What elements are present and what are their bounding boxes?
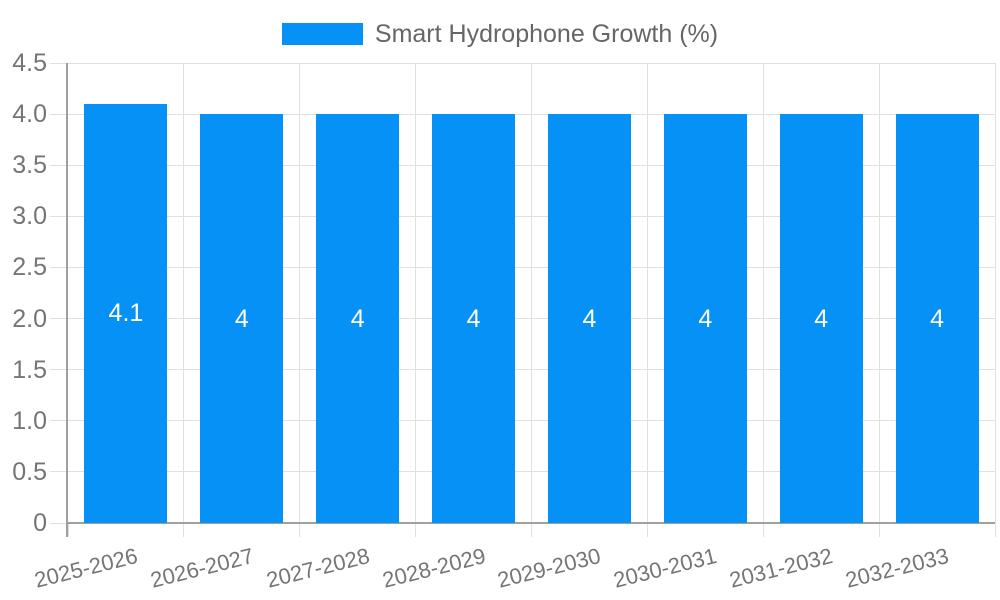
x-gridline: [415, 63, 417, 523]
bar[interactable]: 4: [432, 114, 516, 523]
bar[interactable]: 4: [316, 114, 400, 523]
x-axis-line: [68, 522, 995, 524]
y-axis-tick-label: 4.5: [12, 49, 47, 77]
bar-value-label: 4: [698, 304, 713, 333]
y-tick-mark: [50, 471, 68, 473]
bar-value-label: 4: [466, 304, 481, 333]
bar-value-label: 4: [582, 304, 597, 333]
y-axis-tick-label: 3.5: [12, 151, 47, 180]
x-tick-mark: [994, 523, 996, 537]
bar-value-label: 4: [814, 304, 829, 333]
bar[interactable]: 4: [895, 114, 979, 523]
y-axis-tick-label: 4.0: [12, 100, 47, 129]
legend[interactable]: Smart Hydrophone Growth (%): [0, 20, 1000, 48]
y-tick-mark: [50, 164, 68, 166]
y-axis-tick-label: 3.0: [12, 202, 47, 231]
x-tick-mark: [762, 523, 764, 537]
y-tick-mark: [50, 369, 68, 371]
y-axis-tick-label: 1.5: [12, 355, 47, 384]
bar-value-label: 4.1: [108, 299, 144, 328]
x-gridline: [646, 63, 648, 523]
y-axis-tick-label: 0: [33, 509, 47, 537]
x-gridline: [762, 63, 764, 523]
x-gridline: [299, 63, 301, 523]
bar[interactable]: 4.1: [84, 103, 168, 523]
y-tick-mark: [50, 318, 68, 320]
legend-swatch: [281, 23, 363, 45]
x-tick-mark: [415, 523, 417, 537]
y-axis-tick-label: 2.0: [12, 304, 47, 333]
legend-label: Smart Hydrophone Growth (%): [374, 20, 719, 48]
bar[interactable]: 4: [547, 114, 631, 523]
y-axis-tick-label: 0.5: [12, 457, 47, 486]
x-tick-mark: [646, 523, 648, 537]
bar-value-label: 4: [350, 304, 365, 333]
y-tick-mark: [50, 215, 68, 217]
y-tick-mark: [50, 113, 68, 115]
y-tick-mark: [50, 266, 68, 268]
bar[interactable]: 4: [779, 114, 863, 523]
x-gridline: [183, 63, 185, 523]
y-tick-mark: [50, 522, 68, 524]
y-axis-line: [66, 63, 68, 537]
bar-value-label: 4: [234, 304, 249, 333]
x-gridline: [994, 63, 996, 523]
y-tick-mark: [50, 62, 68, 64]
y-axis-tick-label: 1.0: [12, 406, 47, 435]
x-tick-mark: [183, 523, 185, 537]
x-gridline: [878, 63, 880, 523]
x-tick-mark: [67, 523, 69, 537]
x-gridline: [531, 63, 532, 523]
y-tick-mark: [50, 420, 68, 422]
x-tick-mark: [299, 523, 301, 537]
x-tick-mark: [531, 523, 532, 537]
bar-value-label: 4: [930, 304, 945, 333]
bar[interactable]: 4: [200, 114, 284, 523]
y-axis-tick-label: 2.5: [12, 253, 47, 282]
bar[interactable]: 4: [663, 114, 747, 523]
x-tick-mark: [878, 523, 880, 537]
